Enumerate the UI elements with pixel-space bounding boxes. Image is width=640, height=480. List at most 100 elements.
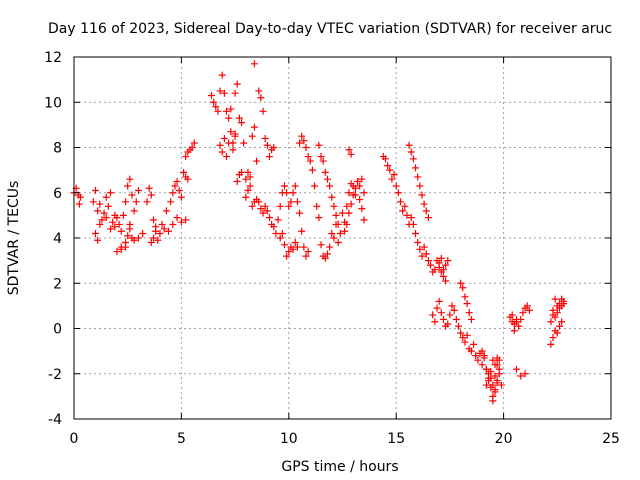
data-point: [182, 153, 190, 161]
data-point: [405, 141, 413, 149]
data-point: [272, 229, 280, 237]
data-point: [76, 193, 84, 201]
data-point: [487, 383, 495, 391]
data-point: [467, 347, 475, 355]
data-point: [412, 164, 420, 172]
data-point: [491, 386, 499, 394]
data-point: [386, 166, 394, 174]
data-point: [94, 236, 102, 244]
data-point: [169, 189, 177, 197]
data-point: [437, 309, 445, 317]
data-point: [487, 367, 495, 375]
data-point: [246, 182, 254, 190]
data-point: [360, 216, 368, 224]
data-point: [424, 257, 432, 265]
data-point: [558, 302, 566, 310]
y-tick-label: 6: [53, 186, 62, 202]
data-point: [298, 227, 306, 235]
data-point: [351, 184, 359, 192]
data-point: [218, 148, 226, 156]
data-point: [177, 218, 185, 226]
x-tick-label: 5: [177, 431, 186, 447]
data-point: [304, 153, 312, 161]
data-point: [439, 266, 447, 274]
data-point: [553, 309, 561, 317]
data-point: [313, 202, 321, 210]
data-point: [424, 214, 432, 222]
data-point: [255, 87, 263, 95]
data-point: [517, 315, 525, 323]
data-point: [396, 198, 404, 206]
data-point: [326, 243, 334, 251]
data-point: [293, 198, 301, 206]
data-point: [495, 370, 503, 378]
data-point: [422, 250, 430, 258]
data-point: [523, 302, 531, 310]
data-point: [75, 200, 83, 208]
data-point: [218, 71, 226, 79]
data-point: [291, 182, 299, 190]
data-point: [416, 182, 424, 190]
data-point: [160, 225, 168, 233]
data-point: [242, 175, 250, 183]
x-axis-label: GPS time / hours: [281, 459, 398, 475]
data-point: [265, 214, 273, 222]
data-point: [493, 377, 501, 385]
data-point: [463, 331, 471, 339]
data-point: [416, 245, 424, 253]
data-point: [431, 266, 439, 274]
data-point: [147, 191, 155, 199]
data-point: [403, 211, 411, 219]
data-point: [223, 107, 231, 115]
data-point: [480, 352, 488, 360]
data-point: [392, 182, 400, 190]
data-point: [111, 223, 119, 231]
data-points: [70, 60, 568, 405]
data-point: [145, 184, 153, 192]
data-point: [345, 189, 353, 197]
y-tick-label: -2: [48, 367, 62, 383]
y-tick-label: -4: [48, 412, 62, 428]
data-point: [459, 334, 467, 342]
data-point: [328, 229, 336, 237]
data-point: [104, 202, 112, 210]
data-point: [285, 202, 293, 210]
data-point: [134, 186, 142, 194]
data-point: [317, 153, 325, 161]
x-tick-label: 10: [280, 431, 298, 447]
data-point: [285, 248, 293, 256]
data-point: [128, 191, 136, 199]
data-point: [439, 315, 447, 323]
data-point: [336, 229, 344, 237]
data-point: [358, 175, 366, 183]
data-point: [414, 173, 422, 181]
data-point: [321, 254, 329, 262]
data-point: [270, 144, 278, 151]
data-point: [459, 284, 467, 292]
data-point: [227, 128, 235, 136]
data-point: [308, 166, 316, 174]
data-point: [444, 320, 452, 328]
data-point: [354, 177, 362, 185]
data-point: [246, 173, 254, 181]
data-point: [100, 209, 108, 217]
data-point: [107, 189, 115, 197]
data-point: [474, 356, 482, 364]
data-point: [238, 119, 246, 127]
data-point: [315, 214, 323, 222]
data-point: [231, 89, 239, 97]
data-point: [128, 234, 136, 242]
data-point: [472, 352, 480, 360]
data-point: [555, 322, 563, 330]
data-point: [177, 193, 185, 201]
data-point: [240, 139, 248, 147]
data-point: [223, 153, 231, 161]
data-point: [296, 209, 304, 217]
chart-title: Day 116 of 2023, Sidereal Day-to-day VTE…: [48, 21, 612, 37]
data-point: [107, 225, 115, 233]
data-point: [422, 207, 430, 215]
data-point: [220, 89, 228, 97]
data-point: [482, 381, 490, 389]
data-point: [122, 198, 130, 206]
